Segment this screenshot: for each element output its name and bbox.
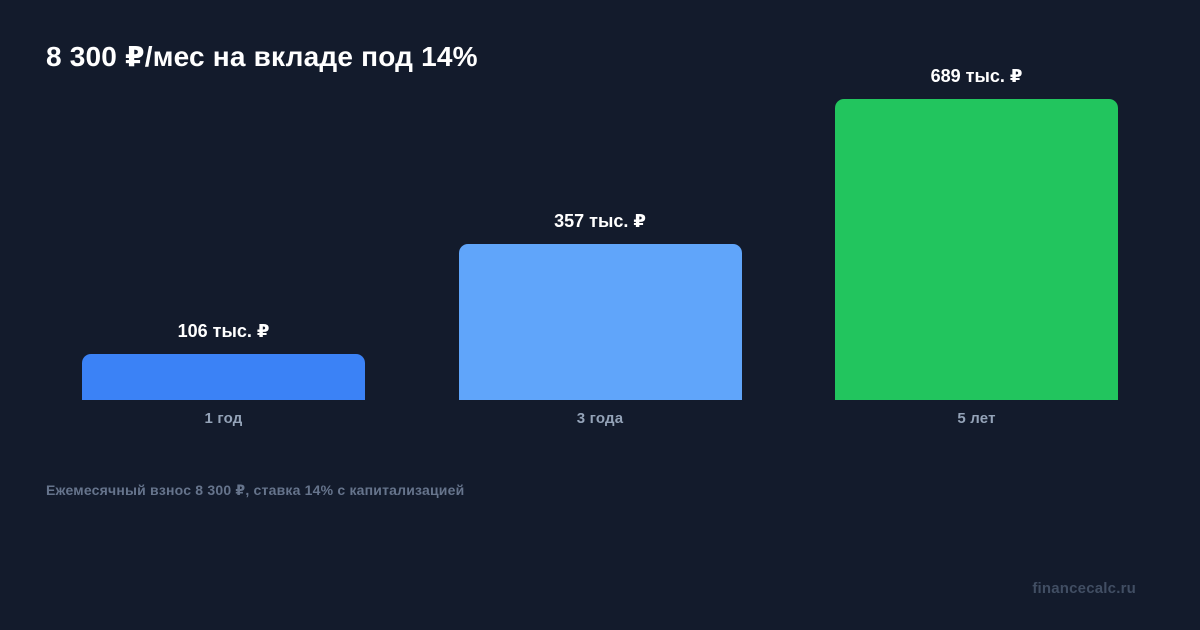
- bar-value-label: 106 тыс. ₽: [177, 321, 270, 341]
- category-label-1-year: 1 год: [204, 410, 243, 427]
- bar-value-label: 689 тыс. ₽: [930, 66, 1023, 86]
- bar-group-5-years: 689 тыс. ₽: [835, 66, 1118, 400]
- chart-footnote: Ежемесячный взнос 8 300 ₽, ставка 14% с …: [46, 482, 465, 498]
- page-title: 8 300 ₽/мес на вкладе под 14%: [46, 41, 478, 72]
- category-label-3-years: 3 года: [576, 410, 624, 427]
- bar-value-label: 357 тыс. ₽: [554, 211, 646, 231]
- category-label-5-years: 5 лет: [957, 410, 996, 427]
- bar-chart: 106 тыс. ₽ 357 тыс. ₽ 689 тыс. ₽: [82, 0, 1118, 400]
- bar-3-years: [458, 244, 742, 400]
- bar-5-years: [835, 99, 1118, 400]
- watermark: financecalc.ru: [1032, 580, 1136, 597]
- bar-group-3-years: 357 тыс. ₽: [458, 211, 742, 400]
- bar-group-1-year: 106 тыс. ₽: [82, 321, 365, 400]
- bar-1-year: [82, 354, 365, 400]
- x-axis-labels: 1 год 3 года 5 лет: [82, 410, 1118, 427]
